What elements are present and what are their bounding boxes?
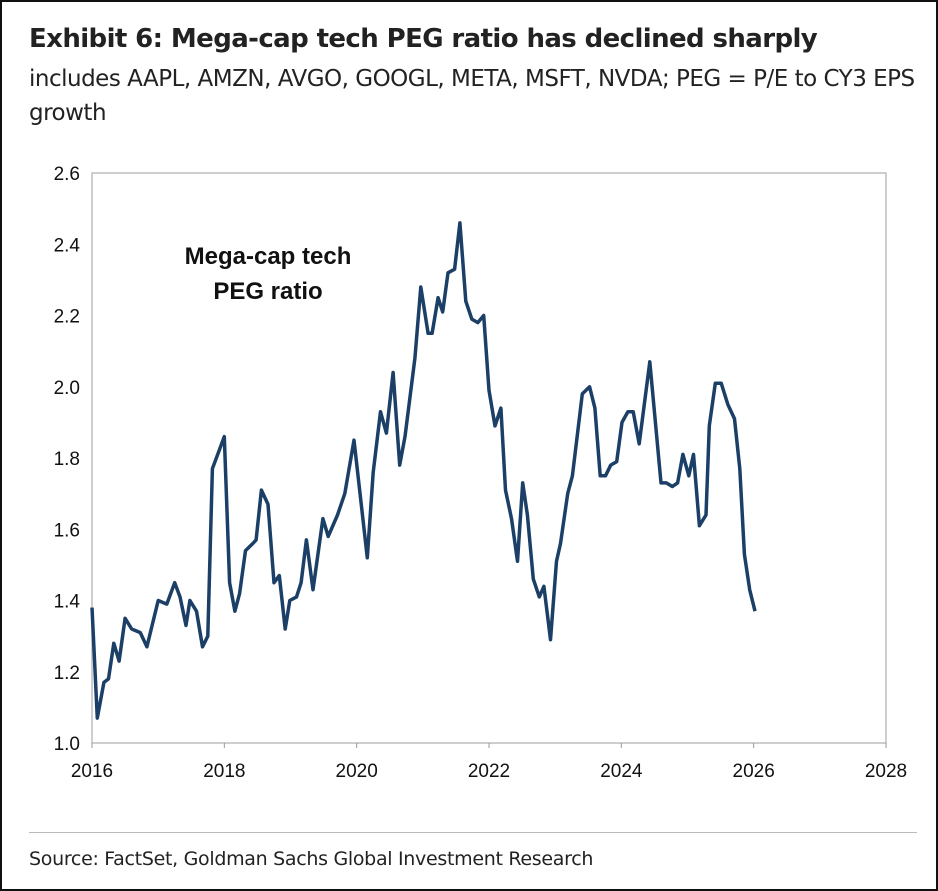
x-tick-label: 2028 [865, 761, 907, 782]
y-tick-label: 1.2 [54, 663, 80, 684]
y-tick-label: 1.0 [54, 734, 80, 755]
y-tick-label: 1.8 [54, 449, 80, 470]
x-tick-label: 2026 [733, 761, 775, 782]
x-tick-label: 2024 [600, 761, 643, 782]
source-note: Source: FactSet, Goldman Sachs Global In… [29, 848, 594, 870]
y-tick-label: 1.6 [54, 520, 80, 541]
y-tick-label: 2.0 [54, 378, 80, 399]
y-tick-label: 2.2 [54, 307, 80, 328]
x-tick-label: 2020 [336, 761, 378, 782]
chart-title: Exhibit 6: Mega-cap tech PEG ratio has d… [29, 24, 818, 54]
x-tick-label: 2018 [203, 761, 245, 782]
divider [29, 832, 917, 833]
peg-ratio-line [90, 221, 757, 720]
chart-subtitle: includes AAPL, AMZN, AVGO, GOOGL, META, … [29, 66, 915, 126]
y-tick-label: 1.4 [54, 592, 81, 613]
x-tick-label: 2016 [71, 761, 113, 782]
series-annotation-line2: PEG ratio [213, 278, 322, 305]
y-tick-label: 2.6 [54, 164, 80, 185]
series-annotation-line1: Mega-cap tech [185, 243, 352, 270]
x-tick-label: 2022 [468, 761, 510, 782]
y-tick-label: 2.4 [54, 235, 81, 256]
